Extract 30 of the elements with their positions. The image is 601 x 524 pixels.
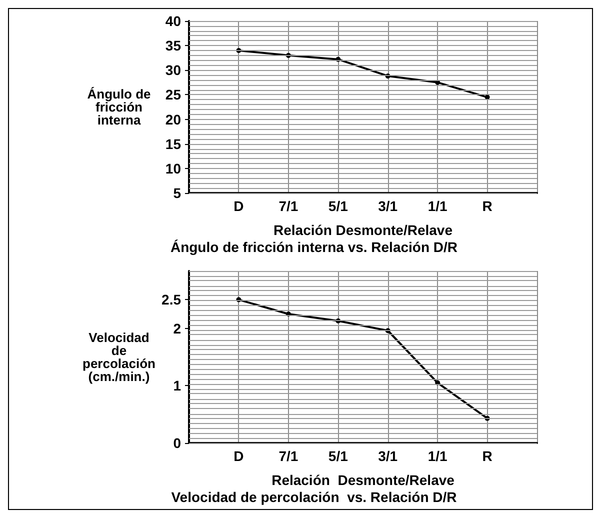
y-tick-label: 2.5	[162, 292, 182, 308]
y-axis-title: Ángulo de fricción interna	[87, 86, 151, 128]
x-tick-label: 1/1	[428, 198, 448, 214]
x-tick-label: 1/1	[428, 448, 448, 464]
y-tick-label: 40	[165, 13, 182, 29]
y-tick-label: 15	[165, 136, 182, 152]
x-tick-label: 7/1	[278, 198, 298, 214]
y-tick-label: 10	[165, 160, 182, 176]
x-tick-label: 3/1	[378, 198, 398, 214]
y-tick-label: 1	[173, 378, 182, 394]
y-axis-title: Velocidad de percolación (cm./min.)	[82, 330, 156, 384]
y-tick-label: 0	[173, 435, 182, 451]
y-tick-label: 35	[165, 38, 182, 54]
x-tick-label: 7/1	[278, 448, 298, 464]
x-tick-label: 5/1	[328, 448, 348, 464]
y-tick-label: 2	[173, 320, 182, 336]
text: Velocidad de percolación vs. Relación D/R	[171, 489, 457, 505]
x-axis-title: Relación Desmonte/Relave	[274, 222, 453, 238]
x-tick-label: 5/1	[328, 198, 348, 214]
y-tick-label: 20	[165, 111, 182, 128]
text: Ángulo de fricción interna vs. Relación D/R	[170, 239, 458, 255]
x-tick-label: D	[234, 198, 244, 214]
x-tick-label: D	[234, 448, 244, 464]
x-tick-label: R	[482, 198, 492, 214]
y-tick-label: 25	[165, 86, 182, 103]
y-tick-label: 30	[165, 62, 182, 78]
x-axis-title: Relación Desmonte/Relave	[272, 472, 455, 488]
y-tick-label: 5	[173, 185, 182, 201]
x-tick-label: R	[482, 448, 492, 464]
x-tick-label: 3/1	[378, 448, 398, 464]
